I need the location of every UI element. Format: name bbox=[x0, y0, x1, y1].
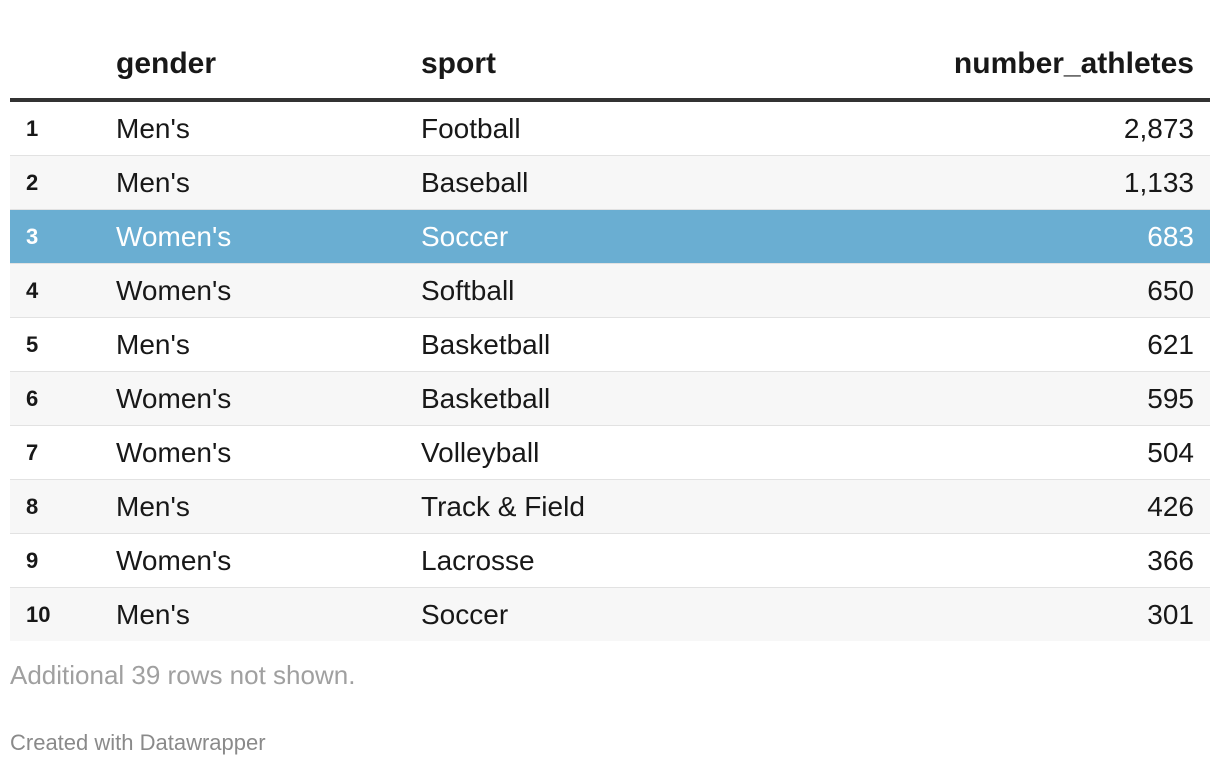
cell-sport: Lacrosse bbox=[421, 545, 535, 576]
row-index: 7 bbox=[26, 440, 39, 465]
row-index: 2 bbox=[26, 170, 39, 195]
table-row[interactable]: 9 Women's Lacrosse 366 bbox=[10, 534, 1210, 588]
table-header: gender sport number_athletes bbox=[10, 0, 1210, 102]
row-index: 1 bbox=[26, 116, 39, 141]
cell-sport: Baseball bbox=[421, 167, 529, 198]
row-index: 5 bbox=[26, 332, 39, 357]
cell-gender: Men's bbox=[116, 599, 190, 630]
datawrapper-credit: Created with Datawrapper bbox=[10, 730, 266, 755]
cell-gender: Men's bbox=[116, 491, 190, 522]
row-index: 4 bbox=[26, 278, 39, 303]
row-index: 8 bbox=[26, 494, 39, 519]
cell-gender: Men's bbox=[116, 167, 190, 198]
cell-number-athletes: 301 bbox=[1147, 599, 1194, 630]
column-header-number-athletes[interactable]: number_athletes bbox=[953, 47, 1194, 80]
cell-sport: Basketball bbox=[421, 383, 551, 414]
cell-sport: Soccer bbox=[421, 599, 509, 630]
row-index: 10 bbox=[26, 602, 51, 627]
row-index: 9 bbox=[26, 548, 39, 573]
cell-gender: Women's bbox=[116, 221, 232, 252]
cell-number-athletes: 366 bbox=[1147, 545, 1194, 576]
cell-gender: Women's bbox=[116, 383, 232, 414]
cell-gender: Men's bbox=[116, 329, 190, 360]
table-row[interactable]: 1 Men's Football 2,873 bbox=[10, 102, 1210, 156]
cell-sport: Track & Field bbox=[421, 491, 585, 522]
cell-sport: Soccer bbox=[421, 221, 509, 252]
cell-sport: Football bbox=[421, 113, 521, 144]
cell-number-athletes: 2,873 bbox=[1123, 113, 1194, 144]
cell-gender: Women's bbox=[116, 275, 232, 306]
cell-sport: Basketball bbox=[421, 329, 551, 360]
cell-sport: Volleyball bbox=[421, 437, 540, 468]
table-row[interactable]: 6 Women's Basketball 595 bbox=[10, 372, 1210, 426]
cell-number-athletes: 504 bbox=[1147, 437, 1194, 468]
cell-gender: Men's bbox=[116, 113, 190, 144]
cell-gender: Women's bbox=[116, 545, 232, 576]
column-header-gender[interactable]: gender bbox=[116, 47, 217, 80]
rows-not-shown-note: Additional 39 rows not shown. bbox=[10, 660, 356, 690]
cell-number-athletes: 595 bbox=[1147, 383, 1194, 414]
table-body: 1 Men's Football 2,873 2 Men's Baseball 1,133 3 W… bbox=[10, 102, 1210, 641]
cell-gender: Women's bbox=[116, 437, 232, 468]
table-row[interactable]: 3 Women's Soccer 683 bbox=[10, 210, 1210, 264]
cell-number-athletes: 1,133 bbox=[1123, 167, 1194, 198]
table-row[interactable]: 2 Men's Baseball 1,133 bbox=[10, 156, 1210, 210]
cell-number-athletes: 621 bbox=[1147, 329, 1194, 360]
table-row[interactable]: 8 Men's Track & Field 426 bbox=[10, 480, 1210, 534]
table-row[interactable]: 10 Men's Soccer 301 bbox=[10, 588, 1210, 641]
cell-number-athletes: 426 bbox=[1147, 491, 1194, 522]
column-header-sport[interactable]: sport bbox=[421, 47, 496, 80]
cell-sport: Softball bbox=[421, 275, 515, 306]
table-row[interactable]: 7 Women's Volleyball 504 bbox=[10, 426, 1210, 480]
row-index: 6 bbox=[26, 386, 39, 411]
table-row[interactable]: 4 Women's Softball 650 bbox=[10, 264, 1210, 318]
table-row[interactable]: 5 Men's Basketball 621 bbox=[10, 318, 1210, 372]
data-table: gender sport number_athletes 1 Men's Footb… bbox=[10, 0, 1210, 641]
cell-number-athletes: 683 bbox=[1147, 221, 1194, 252]
row-index: 3 bbox=[26, 224, 39, 249]
cell-number-athletes: 650 bbox=[1147, 275, 1194, 306]
